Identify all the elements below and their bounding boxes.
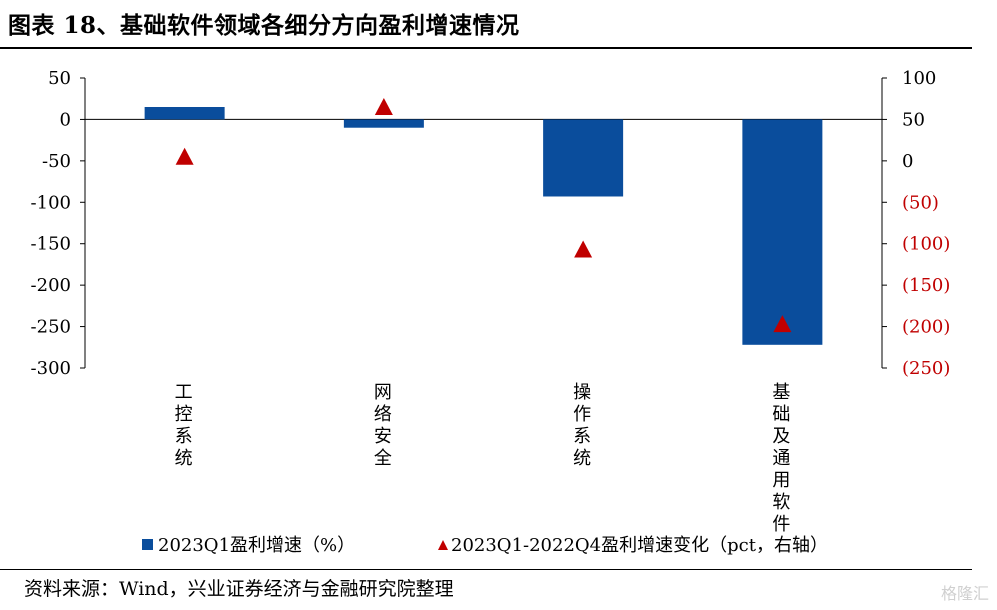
left-tick-label: -300 (31, 358, 71, 379)
right-tick-label: (100) (902, 234, 950, 255)
left-tick-label: -200 (31, 275, 71, 296)
legend-bar-label: 2023Q1盈利增速（%） (158, 535, 355, 556)
left-tick-label: 0 (60, 109, 71, 130)
legend-bar-swatch (142, 539, 153, 550)
legend: 2023Q1盈利增速（%） 2023Q1-2022Q4盈利增速变化（pct，右轴… (142, 535, 828, 556)
right-tick-label: (200) (902, 317, 950, 338)
bar (343, 119, 424, 128)
bar (742, 119, 823, 345)
left-tick-label: -150 (31, 234, 71, 255)
left-tick-label: -250 (31, 317, 71, 338)
right-tick-label: 0 (902, 151, 913, 172)
legend-marker-label: 2023Q1-2022Q4盈利增速变化（pct，右轴） (451, 535, 828, 556)
category-label: 基础及通用软件 (772, 382, 790, 535)
left-tick-label: 50 (48, 68, 71, 89)
right-tick-label: 100 (902, 68, 936, 89)
right-tick-label: (50) (902, 192, 939, 213)
category-label: 工控系统 (175, 382, 193, 469)
legend-marker-swatch (438, 540, 448, 550)
right-tick-label: (150) (902, 275, 950, 296)
category-label: 网络安全 (374, 382, 392, 469)
triangle-marker (574, 240, 593, 258)
source-note: 资料来源：Wind，兴业证券经济与金融研究院整理 (24, 578, 454, 600)
category-label: 操作系统 (573, 382, 591, 469)
triangle-marker (773, 315, 792, 333)
title-divider (0, 47, 972, 49)
bar (543, 119, 624, 197)
watermark-logo: 格隆汇 (940, 584, 989, 603)
right-tick-label: 50 (902, 109, 925, 130)
chart-title: 图表 18、基础软件领域各细分方向盈利增速情况 (8, 12, 520, 39)
triangle-marker (175, 147, 194, 165)
left-tick-label: -50 (42, 151, 71, 172)
triangle-marker (374, 98, 393, 115)
source-divider (0, 569, 972, 570)
bar (144, 107, 225, 120)
left-tick-label: -100 (31, 192, 71, 213)
right-tick-label: (250) (902, 358, 950, 379)
